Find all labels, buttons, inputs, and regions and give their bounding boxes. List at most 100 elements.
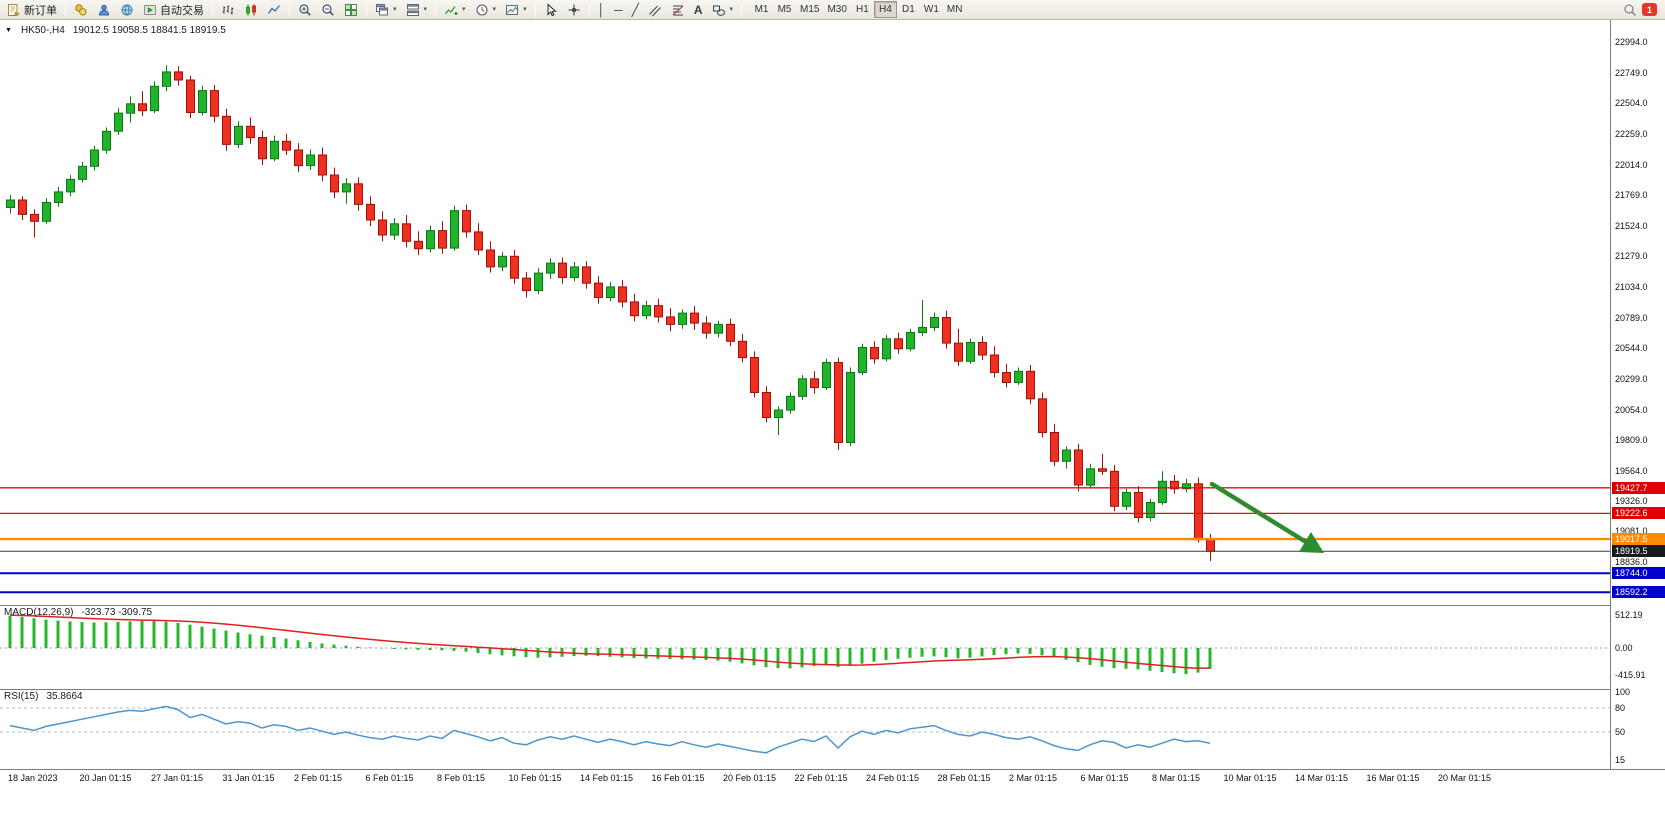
data-window-button[interactable] — [93, 1, 115, 19]
timeframe-m1-button[interactable]: M1 — [750, 1, 773, 18]
auto-trading-icon — [144, 4, 156, 15]
rsi-title-label: RSI(15) — [4, 691, 39, 702]
macd-scale-label: 512.19 — [1615, 609, 1643, 620]
date-axis-label: 2 Feb 01:15 — [294, 773, 343, 783]
rsi-level-label: 100 — [1615, 687, 1631, 697]
price-axis-label: 21769.0 — [1615, 190, 1648, 201]
timeframe-h4-button[interactable]: H4 — [873, 1, 897, 18]
tile-windows-icon — [345, 3, 357, 16]
arrange-windows-icon — [406, 3, 419, 16]
zoom-out-button[interactable] — [317, 1, 339, 19]
price-axis-label: 22504.0 — [1615, 98, 1648, 109]
timeframe-m5-button[interactable]: M5 — [773, 1, 796, 18]
timeframe-m30-button[interactable]: M30 — [823, 1, 850, 18]
tile-windows-button[interactable] — [340, 1, 362, 19]
macd-values-label: -323.73 -309.75 — [81, 607, 153, 618]
price-axis-label: 18836.0 — [1615, 556, 1648, 567]
date-axis-label: 20 Mar 01:15 — [1438, 773, 1492, 783]
price-axis-label: 20544.0 — [1615, 343, 1648, 354]
symbol-period-label: HK50-,H4 — [20, 25, 65, 36]
macd-panel-separator[interactable] — [0, 605, 1665, 606]
date-axis-label: 31 Jan 01:15 — [222, 773, 275, 783]
timeframe-mn-button[interactable]: MN — [943, 1, 967, 18]
horizontal-line-button[interactable]: ─ — [610, 1, 627, 19]
toolbar-separator — [212, 2, 213, 17]
line-chart-icon — [267, 4, 281, 14]
rsi-level-label: 80 — [1615, 703, 1626, 713]
zoom-in-icon — [299, 3, 311, 16]
date-axis-label: 8 Mar 01:15 — [1152, 773, 1201, 783]
periods-button[interactable]: ▾ — [471, 1, 501, 19]
toolbar-separator — [289, 2, 290, 17]
date-axis-label: 28 Feb 01:15 — [937, 773, 991, 783]
vertical-line-button[interactable]: │ — [594, 1, 610, 19]
text-tool-button[interactable]: A — [690, 1, 707, 19]
notification-badge[interactable]: 1 — [1642, 3, 1657, 16]
fibonacci-icon — [672, 5, 684, 15]
cascade-windows-button[interactable]: ▾ — [371, 1, 401, 19]
new-order-icon — [8, 3, 21, 16]
indicators-button[interactable]: ▾ — [440, 1, 470, 19]
timeframe-h1-button[interactable]: H1 — [851, 1, 874, 18]
price-chart-canvas[interactable] — [0, 20, 1610, 769]
date-axis-label: 10 Mar 01:15 — [1223, 773, 1277, 783]
rsi-panel-title: RSI(15) 35.8664 — [4, 691, 83, 702]
chart-marker-icon[interactable]: ▼ — [5, 27, 12, 34]
main-toolbar: 新订单 自动交易 ▾ ▾ ▾ ▾ ▾ │ ─ ╱ A ▾ M1 M5 M15 M30 H… — [0, 0, 1665, 20]
zoom-out-icon — [322, 3, 334, 16]
date-axis-label: 20 Jan 01:15 — [79, 773, 132, 783]
fibonacci-button[interactable] — [667, 1, 689, 19]
cascade-windows-icon — [376, 3, 388, 15]
crosshair-icon — [568, 4, 580, 15]
timeframe-d1-button[interactable]: D1 — [897, 1, 920, 18]
macd-scale-label: -415.91 — [1615, 669, 1646, 680]
chevron-down-icon: ▾ — [393, 6, 397, 13]
market-watch-button[interactable] — [70, 1, 92, 19]
zoom-in-button[interactable] — [294, 1, 316, 19]
timeframe-group: M1 M5 M15 M30 H1 H4 D1 W1 MN — [750, 1, 966, 18]
bar-chart-button[interactable] — [217, 1, 239, 19]
price-line-badge: 18744.0 — [1612, 567, 1665, 580]
toolbar-separator — [366, 2, 367, 17]
search-icon[interactable] — [1623, 3, 1637, 17]
macd-scale-label: 0.00 — [1615, 643, 1633, 653]
trendline-button[interactable]: ╱ — [628, 1, 643, 19]
trendline-icon: ╱ — [631, 2, 639, 17]
date-axis-label: 2 Mar 01:15 — [1009, 773, 1058, 783]
macd-panel-title: MACD(12,26,9) -323.73 -309.75 — [4, 607, 152, 618]
crosshair-button[interactable] — [563, 1, 585, 19]
cursor-button[interactable] — [540, 1, 562, 19]
indicators-icon — [445, 5, 458, 15]
toolbar-separator — [534, 2, 536, 17]
clock-icon — [476, 4, 488, 15]
auto-trading-button[interactable]: 自动交易 — [139, 1, 208, 19]
line-chart-button[interactable] — [263, 1, 285, 19]
date-axis-label: 6 Feb 01:15 — [365, 773, 414, 783]
shapes-button[interactable]: ▾ — [708, 1, 738, 19]
auto-trading-label: 自动交易 — [160, 4, 204, 17]
price-axis-label: 21524.0 — [1615, 220, 1648, 231]
chevron-down-icon: ▾ — [523, 6, 527, 13]
text-tool-icon: A — [693, 2, 703, 17]
date-axis-label: 27 Jan 01:15 — [151, 773, 204, 783]
chart-title: ▼ HK50-,H4 19012.5 19058.5 18841.5 18919… — [5, 25, 226, 36]
navigator-button[interactable] — [116, 1, 138, 19]
timeframe-w1-button[interactable]: W1 — [920, 1, 943, 18]
price-axis-label: 19081.0 — [1615, 526, 1648, 537]
price-axis-label: 22994.0 — [1615, 37, 1648, 47]
rsi-level-label: 50 — [1615, 727, 1626, 737]
vertical-line-icon: │ — [597, 2, 606, 17]
rsi-panel-separator[interactable] — [0, 689, 1665, 690]
chart-window: ▼ HK50-,H4 19012.5 19058.5 18841.5 18919… — [0, 20, 1665, 840]
date-axis-label: 18 Jan 2023 — [8, 773, 58, 783]
ohlc-label: 19012.5 19058.5 18841.5 18919.5 — [72, 25, 226, 36]
navigator-icon — [121, 4, 133, 15]
new-order-button[interactable]: 新订单 — [3, 1, 61, 19]
price-axis-label: 21034.0 — [1615, 282, 1648, 292]
templates-button[interactable]: ▾ — [501, 1, 531, 19]
equidistant-channel-button[interactable] — [644, 1, 666, 19]
timeframe-m15-button[interactable]: M15 — [796, 1, 823, 18]
date-axis-label: 20 Feb 01:15 — [723, 773, 777, 783]
candlestick-chart-button[interactable] — [240, 1, 262, 19]
arrange-windows-button[interactable]: ▾ — [402, 1, 432, 19]
